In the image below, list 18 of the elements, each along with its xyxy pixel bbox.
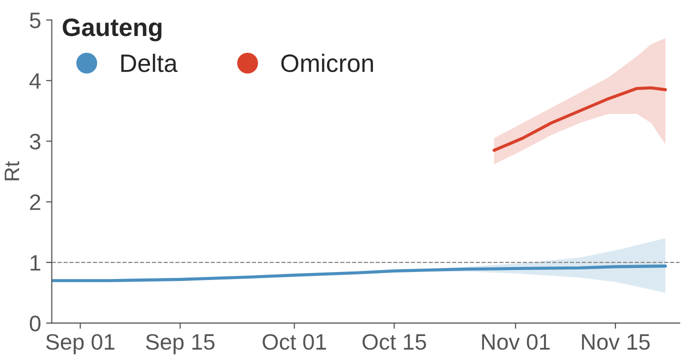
y-tick-label: 5 bbox=[30, 12, 40, 28]
line-series bbox=[492, 86, 667, 152]
x-tick-label: Oct 15 bbox=[362, 334, 426, 350]
y-axis-title: Rt bbox=[4, 161, 20, 180]
x-tick-label: Nov 01 bbox=[482, 334, 550, 350]
x-tick-label: Sep 15 bbox=[146, 334, 214, 354]
x-tick-label: Sep 01 bbox=[46, 334, 114, 354]
y-tick-label: 1 bbox=[30, 255, 40, 270]
y-tick-label: 3 bbox=[30, 134, 40, 150]
y-tick-label: 0 bbox=[30, 316, 40, 332]
legend-title: Gauteng bbox=[62, 18, 162, 42]
y-tick-label: 2 bbox=[30, 194, 40, 210]
legend-label: Delta bbox=[121, 54, 178, 72]
x-tick-label: Nov 15 bbox=[582, 334, 650, 350]
x-tick-label: Oct 01 bbox=[262, 334, 326, 350]
line-series bbox=[52, 264, 667, 282]
y-tick-label: 4 bbox=[29, 73, 41, 89]
legend-label: Omicron bbox=[281, 54, 373, 72]
